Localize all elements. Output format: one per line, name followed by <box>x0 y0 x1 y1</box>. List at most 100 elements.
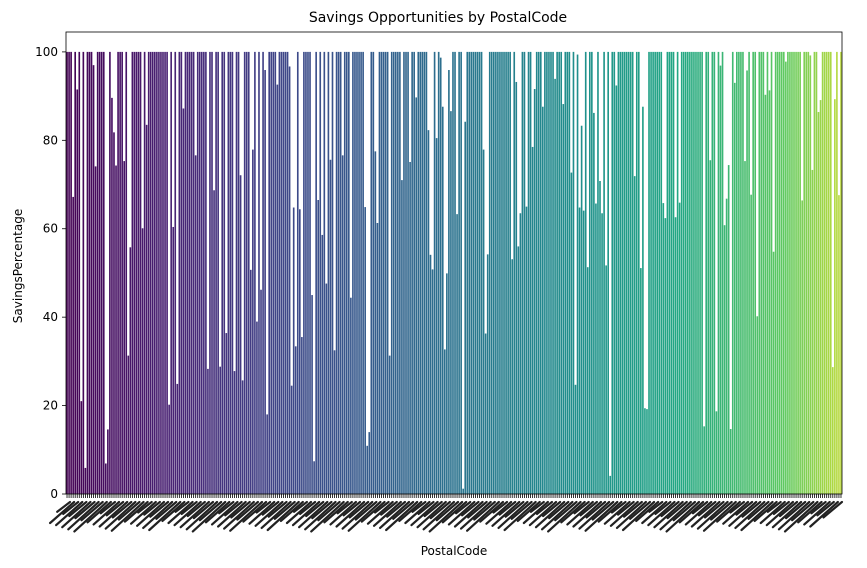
bar <box>809 55 812 495</box>
x-tick-label-mark <box>149 500 170 518</box>
x-tick-label-mark <box>304 500 337 531</box>
bar <box>711 51 714 494</box>
bar <box>329 159 332 494</box>
x-tick-label-mark <box>654 500 672 516</box>
bar <box>147 51 150 494</box>
x-tick-label-mark <box>185 500 219 531</box>
bar <box>88 51 91 494</box>
bar <box>750 194 752 494</box>
x-tick-label-mark <box>223 500 255 530</box>
bar <box>446 273 448 494</box>
x-tick-label-mark <box>192 500 215 520</box>
bar <box>390 51 393 494</box>
bar <box>601 213 603 494</box>
x-tick-label-mark <box>665 500 701 533</box>
x-tick-label-mark <box>80 500 104 522</box>
bar <box>337 51 340 494</box>
x-tick-label-mark <box>791 500 815 522</box>
bar <box>450 111 452 494</box>
x-tick-label-mark <box>547 500 582 533</box>
bar <box>207 368 209 494</box>
bar <box>258 51 260 494</box>
bar <box>221 51 224 494</box>
x-tick-label-mark <box>510 500 533 520</box>
bar <box>186 51 189 494</box>
bar <box>341 155 344 494</box>
x-tick-label-mark <box>777 500 811 531</box>
bar <box>256 321 258 494</box>
bar <box>464 121 467 494</box>
x-tick-label-mark <box>659 500 692 531</box>
bar <box>331 51 334 494</box>
bar <box>348 51 350 494</box>
bar <box>760 51 763 494</box>
x-tick-label-mark <box>485 500 513 525</box>
bar <box>703 426 705 494</box>
x-tick-label-mark <box>741 500 762 518</box>
x-tick-label-mark <box>572 500 603 528</box>
bar <box>785 61 787 495</box>
bar <box>756 316 759 494</box>
bar <box>619 51 622 494</box>
bar <box>372 51 375 494</box>
x-tick-label-mark <box>348 500 370 519</box>
x-tick-label-mark <box>740 500 774 532</box>
bar <box>217 51 219 494</box>
bar <box>196 51 199 494</box>
bar <box>323 51 326 494</box>
bar <box>570 172 573 494</box>
bar <box>433 51 436 494</box>
bar <box>194 155 197 494</box>
x-tick-label-mark <box>466 500 500 532</box>
x-tick-label-mark <box>703 500 725 519</box>
bar <box>672 51 675 494</box>
bar <box>425 51 428 494</box>
x-tick-label-mark <box>392 500 415 520</box>
x-tick-label-mark <box>117 500 141 521</box>
x-tick-label-mark <box>229 500 264 532</box>
bar <box>247 51 250 494</box>
bar <box>505 51 507 494</box>
x-tick-label-mark <box>784 500 807 520</box>
x-tick-label-mark <box>747 500 770 520</box>
bar <box>245 51 248 494</box>
bar <box>327 51 330 494</box>
bar <box>421 51 424 494</box>
x-tick-label-mark <box>491 500 521 527</box>
bar <box>352 51 354 494</box>
bar <box>580 125 583 494</box>
bar <box>838 195 840 494</box>
x-tick-label-mark <box>142 500 174 530</box>
bar <box>564 51 567 494</box>
y-axis: 0 20 40 60 80 100 <box>35 45 66 501</box>
bar <box>125 51 128 494</box>
x-tick-label-mark <box>410 500 439 527</box>
bar <box>593 112 595 494</box>
x-tick-label-mark <box>579 500 598 517</box>
bar <box>586 267 589 494</box>
bar <box>274 51 277 494</box>
bar <box>797 51 799 494</box>
bar <box>192 51 195 494</box>
x-tick-label-mark <box>566 500 594 526</box>
bar <box>143 51 146 494</box>
bar <box>431 269 434 494</box>
bar <box>178 51 181 494</box>
bar <box>519 213 522 494</box>
bar <box>403 51 405 494</box>
x-tick-label-mark <box>467 500 488 519</box>
bar <box>572 51 575 494</box>
bar <box>439 57 442 494</box>
bar <box>176 383 179 494</box>
bar <box>243 51 246 494</box>
bar <box>74 51 76 494</box>
bar <box>127 355 130 494</box>
bar <box>249 269 252 494</box>
bar <box>476 51 479 494</box>
x-tick-label-mark <box>753 500 778 523</box>
bar <box>662 203 665 494</box>
x-tick-label-mark <box>684 500 713 526</box>
x-tick-label-mark <box>647 500 676 527</box>
bar <box>321 234 324 494</box>
x-tick-label-mark <box>653 500 684 529</box>
